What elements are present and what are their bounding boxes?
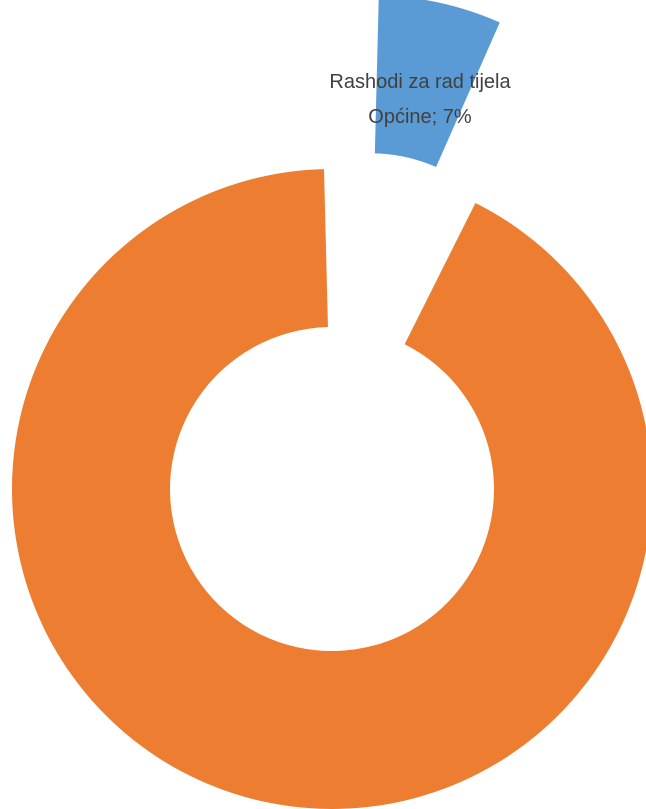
slice-label-line-2: Općine; 7% <box>368 106 472 128</box>
chart-slices <box>12 0 646 809</box>
slice-0 <box>374 0 500 168</box>
slice-1 <box>12 169 646 809</box>
slice-label-line-1: Rashodi za rad tijela <box>329 71 511 93</box>
